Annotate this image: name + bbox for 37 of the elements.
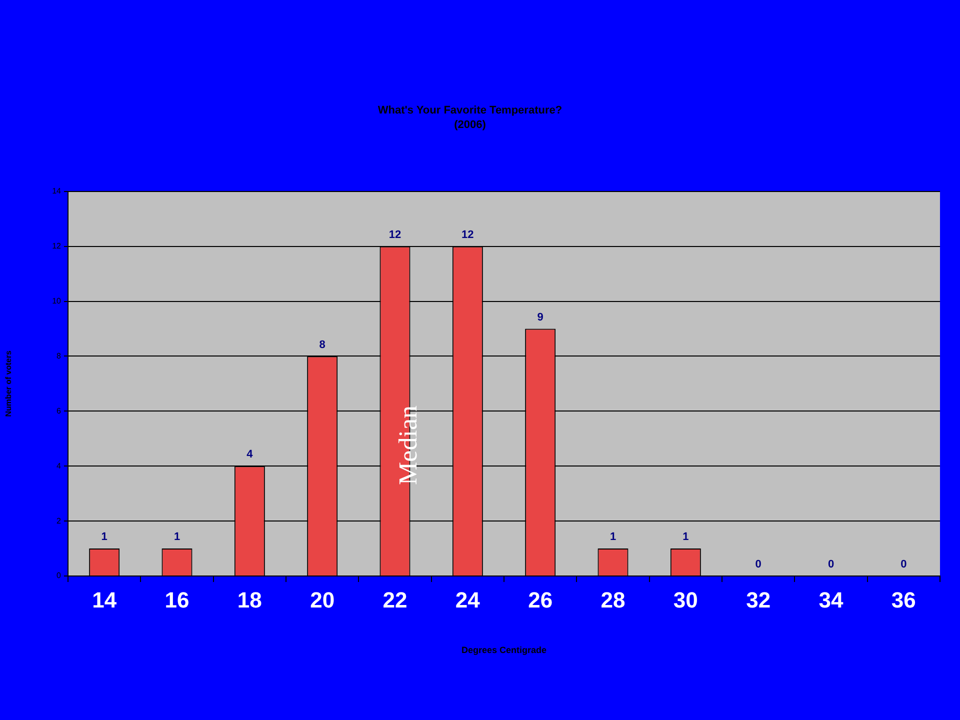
data-label: 9: [537, 311, 544, 324]
y-tick-label: 8: [56, 351, 62, 360]
y-axis-title: Number of voters: [4, 350, 14, 417]
y-tick-label: 4: [56, 461, 62, 470]
x-tick-label: 32: [746, 587, 771, 612]
data-label: 0: [755, 558, 762, 571]
y-tick-label: 0: [56, 571, 62, 580]
y-tick-label: 10: [52, 296, 62, 306]
x-tick-label: 24: [455, 587, 481, 612]
data-label: 12: [388, 228, 402, 241]
data-label: 8: [319, 338, 326, 351]
chart-title: What's Your Favorite Temperature?: [378, 104, 562, 117]
x-tick-label: 18: [237, 587, 262, 612]
data-label: 0: [900, 558, 907, 571]
y-tick-label: 6: [56, 406, 62, 416]
data-label: 1: [101, 531, 108, 544]
annotation: Median: [394, 406, 423, 485]
x-tick-label: 22: [382, 587, 408, 612]
data-label: 1: [610, 531, 616, 544]
x-tick-label: 20: [310, 587, 335, 612]
data-label: 1: [174, 531, 180, 544]
x-tick-label: 14: [92, 587, 118, 612]
x-tick-label: 28: [600, 587, 626, 612]
y-tick-label: 2: [56, 516, 62, 526]
y-tick-label: 14: [52, 186, 62, 196]
x-tick-label: 30: [673, 587, 698, 612]
data-label: 1: [682, 531, 689, 544]
data-label: 12: [462, 228, 474, 241]
x-tick-label: 26: [528, 587, 553, 612]
x-tick-label: 16: [164, 587, 190, 612]
x-axis-title: Degrees Centigrade: [461, 645, 547, 656]
data-label: 0: [828, 558, 834, 571]
x-tick-label: 34: [818, 587, 844, 612]
data-label: 4: [246, 448, 254, 461]
y-tick-label: 12: [52, 242, 62, 251]
x-tick-label: 36: [891, 587, 916, 612]
chart-subtitle: (2006): [454, 118, 486, 131]
